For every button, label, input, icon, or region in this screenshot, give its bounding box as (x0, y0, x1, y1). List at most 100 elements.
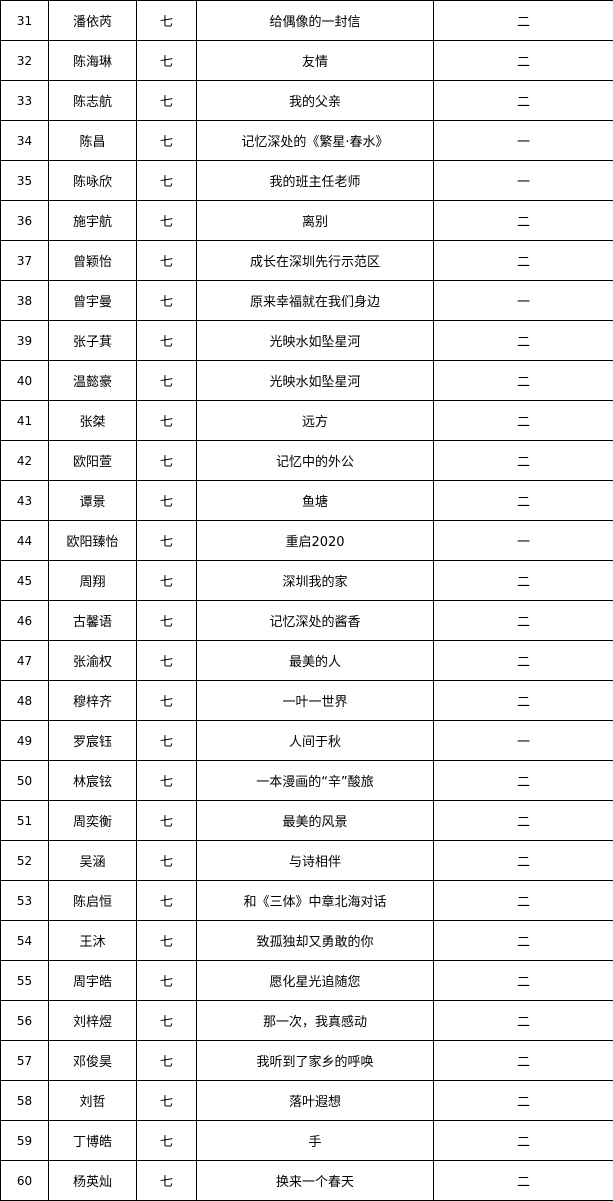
grade-cell: 七 (136, 960, 197, 1001)
award-level-cell: 二 (433, 320, 613, 361)
award-level-cell: 二 (433, 800, 613, 841)
grade-cell: 七 (136, 160, 197, 201)
award-level-cell: 二 (433, 360, 613, 401)
student-name-cell: 吴涵 (48, 840, 137, 881)
row-number-cell: 39 (0, 320, 49, 361)
table-row: 36 施宇航七离别二 (0, 200, 613, 241)
table-row: 45 周翔七深圳我的家二 (0, 560, 613, 601)
student-name-cell: 张桀 (48, 400, 137, 441)
table-row: 39 张子萁七光映水如坠星河二 (0, 320, 613, 361)
award-level-cell: 二 (433, 640, 613, 681)
essay-title-cell: 深圳我的家 (196, 560, 434, 601)
student-name-cell: 陈启恒 (48, 880, 137, 921)
row-number-cell: 33 (0, 80, 49, 121)
student-name-cell: 穆梓齐 (48, 680, 137, 721)
essay-title-cell: 鱼塘 (196, 480, 434, 521)
essay-title-cell: 光映水如坠星河 (196, 360, 434, 401)
grade-cell: 七 (136, 200, 197, 241)
table-row: 47 张渝权七最美的人二 (0, 640, 613, 681)
table-row: 44 欧阳臻怡七重启2020 一 (0, 520, 613, 561)
row-number-cell: 53 (0, 880, 49, 921)
student-name-cell: 林宸铉 (48, 760, 137, 801)
row-number-cell: 40 (0, 360, 49, 401)
row-number-cell: 35 (0, 160, 49, 201)
student-name-cell: 丁博皓 (48, 1120, 137, 1161)
row-number-cell: 46 (0, 600, 49, 641)
student-name-cell: 刘哲 (48, 1080, 137, 1121)
grade-cell: 七 (136, 80, 197, 121)
grade-cell: 七 (136, 880, 197, 921)
award-level-cell: 二 (433, 1080, 613, 1121)
table-row: 53 陈启恒七和《三体》中章北海对话二 (0, 880, 613, 921)
grade-cell: 七 (136, 360, 197, 401)
student-name-cell: 王沐 (48, 920, 137, 961)
award-level-cell: 一 (433, 280, 613, 321)
row-number-cell: 55 (0, 960, 49, 1001)
award-level-cell: 二 (433, 80, 613, 121)
award-level-cell: 二 (433, 40, 613, 81)
row-number-cell: 52 (0, 840, 49, 881)
row-number-cell: 44 (0, 520, 49, 561)
grade-cell: 七 (136, 1000, 197, 1041)
essay-title-cell: 换来一个春天 (196, 1160, 434, 1201)
row-number-cell: 32 (0, 40, 49, 81)
essay-title-cell: 与诗相伴 (196, 840, 434, 881)
award-level-cell: 二 (433, 1120, 613, 1161)
student-name-cell: 欧阳臻怡 (48, 520, 137, 561)
essay-title-cell: 记忆中的外公 (196, 440, 434, 481)
table-row: 38 曾宇曼七原来幸福就在我们身边一 (0, 280, 613, 321)
grade-cell: 七 (136, 40, 197, 81)
essay-title-cell: 重启2020 (196, 520, 434, 561)
row-number-cell: 38 (0, 280, 49, 321)
award-level-cell: 二 (433, 920, 613, 961)
award-level-cell: 二 (433, 600, 613, 641)
student-name-cell: 刘梓煜 (48, 1000, 137, 1041)
student-name-cell: 张渝权 (48, 640, 137, 681)
grade-cell: 七 (136, 440, 197, 481)
essay-title-cell: 离别 (196, 200, 434, 241)
student-name-cell: 陈咏欣 (48, 160, 137, 201)
row-number-cell: 41 (0, 400, 49, 441)
essay-title-cell: 一叶一世界 (196, 680, 434, 721)
grade-cell: 七 (136, 1120, 197, 1161)
essay-title-cell: 最美的风景 (196, 800, 434, 841)
essay-title-cell: 我听到了家乡的呼唤 (196, 1040, 434, 1081)
table-row: 32 陈海琳七友情二 (0, 40, 613, 81)
award-level-cell: 二 (433, 0, 613, 41)
row-number-cell: 36 (0, 200, 49, 241)
grade-cell: 七 (136, 720, 197, 761)
row-number-cell: 45 (0, 560, 49, 601)
student-name-cell: 周宇皓 (48, 960, 137, 1001)
table-row: 55 周宇皓七愿化星光追随您二 (0, 960, 613, 1001)
essay-title-cell: 光映水如坠星河 (196, 320, 434, 361)
table-row: 35 陈咏欣七我的班主任老师一 (0, 160, 613, 201)
grade-cell: 七 (136, 0, 197, 41)
student-name-cell: 罗宸钰 (48, 720, 137, 761)
row-number-cell: 50 (0, 760, 49, 801)
grade-cell: 七 (136, 640, 197, 681)
grade-cell: 七 (136, 1160, 197, 1201)
table-row: 34 陈昌七记忆深处的《繁星·春水》一 (0, 120, 613, 161)
student-name-cell: 曾宇曼 (48, 280, 137, 321)
student-name-cell: 施宇航 (48, 200, 137, 241)
table-row: 56 刘梓煜七那一次，我真感动二 (0, 1000, 613, 1041)
grade-cell: 七 (136, 480, 197, 521)
row-number-cell: 49 (0, 720, 49, 761)
essay-title-cell: 最美的人 (196, 640, 434, 681)
award-level-cell: 二 (433, 1040, 613, 1081)
student-name-cell: 欧阳萱 (48, 440, 137, 481)
student-name-cell: 陈志航 (48, 80, 137, 121)
grade-cell: 七 (136, 800, 197, 841)
grade-cell: 七 (136, 560, 197, 601)
essay-title-cell: 原来幸福就在我们身边 (196, 280, 434, 321)
row-number-cell: 57 (0, 1040, 49, 1081)
row-number-cell: 37 (0, 240, 49, 281)
essay-title-cell: 和《三体》中章北海对话 (196, 880, 434, 921)
award-level-cell: 二 (433, 1000, 613, 1041)
table-row: 48 穆梓齐七一叶一世界二 (0, 680, 613, 721)
row-number-cell: 58 (0, 1080, 49, 1121)
essay-title-cell: 记忆深处的《繁星·春水》 (196, 120, 434, 161)
table-row: 60 杨英灿七换来一个春天二 (0, 1160, 613, 1201)
award-level-cell: 二 (433, 560, 613, 601)
essay-title-cell: 远方 (196, 400, 434, 441)
